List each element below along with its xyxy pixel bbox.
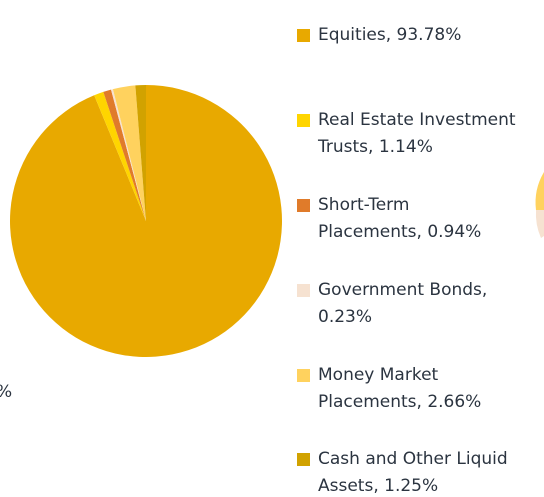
pie-slice (103, 89, 146, 222)
legend-swatch (297, 114, 310, 127)
legend-label: Cash and Other Liquid (318, 449, 508, 469)
pie-slice (111, 89, 146, 221)
legend-label: 0.23% (318, 307, 372, 327)
partial-pie (535, 172, 544, 238)
legend-label: Short-Term (318, 195, 409, 215)
legend-label: Equities, 93.78% (318, 25, 461, 45)
legend-swatch (297, 369, 310, 382)
legend-label: Money Market (318, 365, 439, 385)
pie-slice (112, 85, 146, 221)
legend-swatch (297, 29, 310, 42)
legend-swatch (297, 284, 310, 297)
partial-slice (535, 210, 544, 238)
pie-slice (135, 85, 146, 221)
legend-label: Trusts, 1.14% (317, 137, 433, 157)
legend-label: Assets, 1.25% (318, 476, 438, 496)
legend-swatch (297, 199, 310, 212)
legend-label: Placements, 2.66% (318, 392, 481, 412)
pie-slice (94, 91, 146, 221)
legend-label: Real Estate Investment (318, 110, 516, 130)
partial-slice (535, 172, 544, 210)
annotation: % (0, 382, 12, 402)
legend-label: Placements, 0.94% (318, 222, 481, 242)
legend-label: Government Bonds, (318, 280, 487, 300)
legend-swatch (297, 453, 310, 466)
